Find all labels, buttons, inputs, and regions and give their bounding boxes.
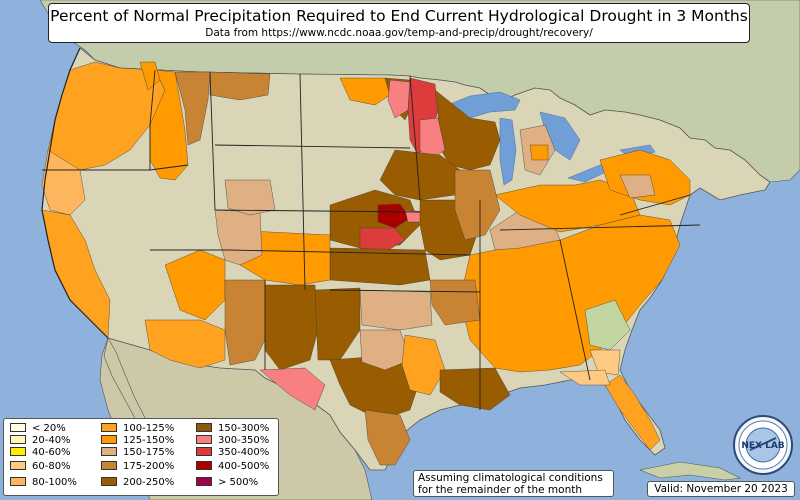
legend-swatch [196, 477, 212, 486]
map-subtitle: Data from https://www.ncdc.noaa.gov/temp… [205, 27, 593, 39]
legend-swatch [101, 435, 117, 444]
legend-item: 80-100% [10, 477, 77, 489]
legend-item: 40-60% [10, 447, 71, 459]
cuba-island [638, 461, 742, 481]
state-borders [42, 69, 701, 410]
legend-item: 150-175% [101, 447, 174, 459]
region-arizona-orange [144, 319, 226, 369]
legend-swatch [10, 435, 26, 444]
legend-swatch [196, 435, 212, 444]
legend-swatch [10, 477, 26, 486]
region-illinois [454, 169, 501, 241]
region-montana-strip [139, 61, 161, 91]
region-montana-north [209, 71, 271, 101]
region-texas-tan [359, 329, 411, 371]
note-line-1: Assuming climatological conditions [418, 472, 603, 484]
region-pacific-northwest [47, 61, 166, 171]
title-box: Percent of Normal Precipitation Required… [48, 3, 750, 43]
region-ohio-valley [494, 179, 641, 233]
legend: < 20% 20-40% 40-60% 60-80% 80-100% 100-1… [3, 418, 279, 496]
note-line-2: for the remainder of the month [418, 484, 583, 496]
region-texas-pink [259, 367, 326, 411]
legend-swatch [101, 461, 117, 470]
legend-item: 350-400% [196, 447, 269, 459]
region-iowa [379, 149, 461, 201]
legend-item: 150-300% [196, 423, 269, 435]
legend-item: > 500% [196, 477, 258, 489]
svg-text:NEX LAB: NEX LAB [741, 441, 784, 451]
legend-swatch [10, 447, 26, 456]
region-georgia-light [589, 349, 621, 376]
legend-item: 300-350% [196, 435, 269, 447]
region-texas-east [401, 334, 446, 396]
map-title: Percent of Normal Precipitation Required… [50, 7, 748, 25]
region-texas-panhandle [314, 287, 361, 361]
legend-swatch [196, 423, 212, 432]
region-texas-south [364, 409, 411, 466]
legend-item: 125-150% [101, 435, 174, 447]
legend-swatch [196, 461, 212, 470]
legend-swatch [101, 447, 117, 456]
legend-swatch [196, 447, 212, 456]
region-oklahoma-light [359, 289, 433, 331]
nexlab-logo-icon: NEX LAB [733, 415, 793, 475]
region-florida [604, 374, 661, 451]
legend-swatch [101, 423, 117, 432]
legend-item: 400-500% [196, 461, 269, 473]
legend-item: 100-125% [101, 423, 174, 435]
region-nebraska-darkred [377, 203, 411, 229]
region-georgia-green [584, 299, 631, 351]
region-newmexico-dark [264, 284, 319, 371]
assumption-note: Assuming climatological conditions for t… [413, 470, 614, 497]
legend-swatch [101, 477, 117, 486]
legend-swatch [10, 423, 26, 432]
legend-item: < 20% [10, 423, 66, 435]
region-minnesota-pink [387, 79, 411, 119]
region-north-dakota-east [339, 77, 391, 106]
legend-item: 175-200% [101, 461, 174, 473]
region-michigan-orange [529, 144, 549, 161]
valid-date-label: Valid: November 20 2023 [647, 481, 795, 497]
region-northeast-tan [619, 174, 656, 199]
legend-item: 200-250% [101, 477, 174, 489]
region-wyoming-tan [224, 179, 276, 216]
us-coastline [41, 47, 109, 339]
region-idaho [149, 69, 189, 181]
legend-swatch [10, 461, 26, 470]
legend-item: 20-40% [10, 435, 71, 447]
legend-item: 60-80% [10, 461, 71, 473]
lake-michigan [499, 117, 517, 186]
region-nebraska-red [359, 227, 406, 253]
region-florida-panhandle [559, 369, 611, 386]
